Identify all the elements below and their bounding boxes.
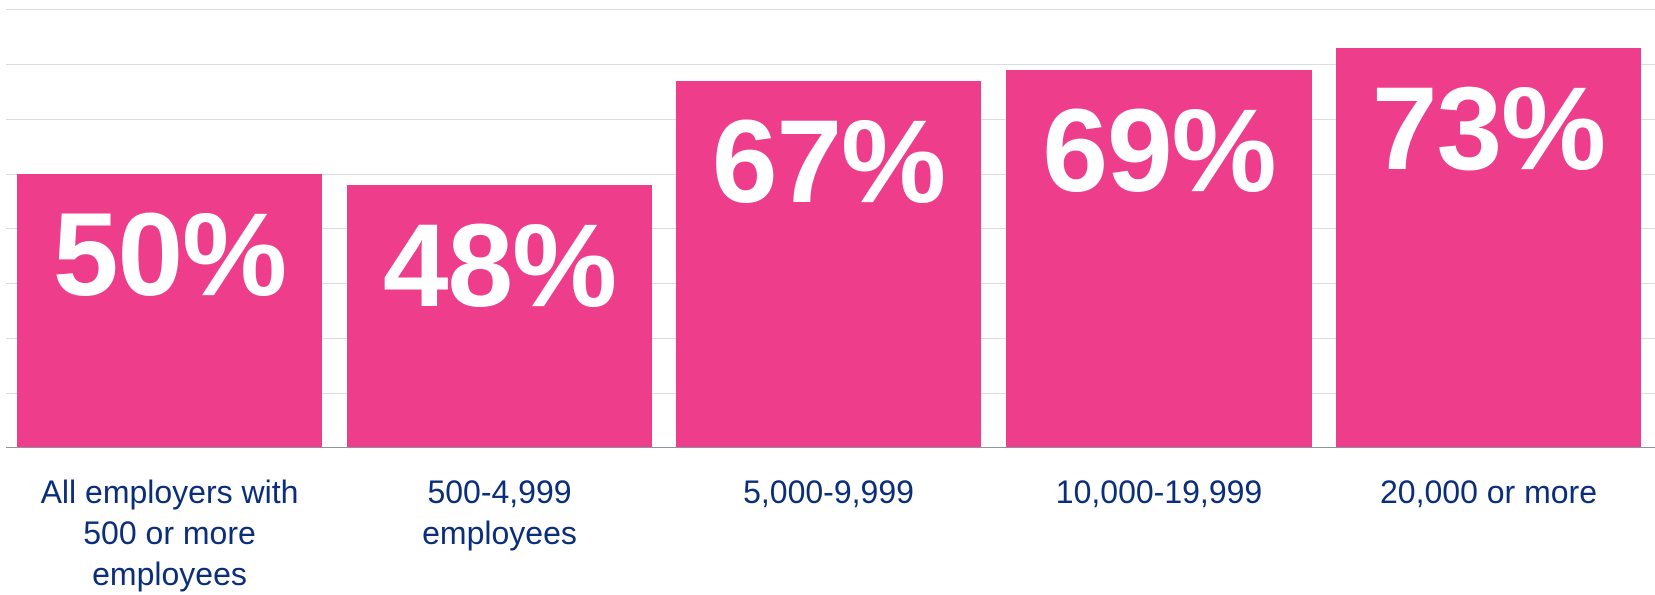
gridline-70 [6, 64, 1655, 65]
category-label-line: All employers with [40, 474, 299, 510]
value-label: 73% [1371, 63, 1606, 195]
bar-10000-19999: 69% [1006, 70, 1312, 447]
value-label: 67% [711, 96, 946, 228]
category-label-line: 5,000-9,999 [743, 474, 914, 510]
category-label-10000-19999: 10,000-19,999 [996, 472, 1322, 513]
bar-all-employers: 50% [17, 174, 322, 447]
category-label-line: employees [92, 556, 247, 592]
category-label-line: 10,000-19,999 [1055, 474, 1263, 510]
value-label: 50% [52, 189, 287, 321]
category-label-5000-9999: 5,000-9,999 [666, 472, 991, 513]
category-label-500-4999: 500-4,999 employees [337, 472, 662, 554]
category-label-20000-or-more: 20,000 or more [1326, 472, 1651, 513]
category-label-line: employees [422, 515, 577, 551]
gridline-80 [6, 9, 1655, 10]
value-label: 48% [382, 200, 617, 332]
category-label-line: 500-4,999 [427, 474, 572, 510]
category-label-line: 20,000 or more [1379, 474, 1597, 510]
bar-5000-9999: 67% [676, 81, 981, 447]
bar-500-4999: 48% [347, 185, 652, 447]
x-axis-line [6, 447, 1655, 448]
value-label: 69% [1042, 85, 1276, 217]
category-label-all-employers: All employers with 500 or more employees [7, 472, 332, 595]
category-label-line: 500 or more [83, 515, 256, 551]
bar-20000-or-more: 73% [1336, 48, 1641, 447]
